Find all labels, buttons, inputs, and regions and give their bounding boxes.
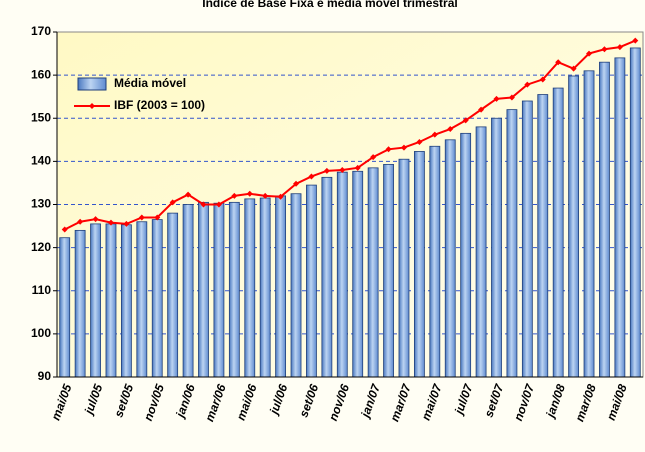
bar [336,171,348,378]
marker [431,131,438,138]
marker [262,192,269,199]
marker [200,201,207,208]
marker [308,173,315,180]
bar [228,201,240,378]
legend-label: Média móvel [114,76,186,90]
marker [185,191,192,198]
marker [231,192,238,199]
marker [493,95,500,102]
marker [154,214,161,221]
marker [169,199,176,206]
y-tick-label: 170 [31,24,51,38]
chart-title: Índice de Base Fixa e média móvel trimes… [202,0,457,10]
bar [413,151,425,378]
bar [290,193,302,378]
marker [77,218,84,225]
bar [599,61,610,378]
bar [74,229,86,378]
marker [61,226,68,233]
bar [475,126,487,378]
marker [138,214,145,221]
y-tick-label: 140 [31,154,51,168]
bar [491,117,502,378]
bar [259,197,271,378]
bar [151,219,163,378]
marker [539,76,546,83]
bar [120,224,132,378]
marker [385,146,392,153]
bar [444,139,456,378]
marker [277,193,284,200]
bar [59,237,71,378]
bar [321,176,333,378]
y-tick-label: 100 [31,326,51,340]
bar [398,158,410,378]
bar [583,70,595,378]
marker [92,216,99,223]
marker [370,154,377,161]
bar [306,184,317,378]
bar [182,204,194,378]
bar [568,75,580,378]
marker [447,126,454,133]
marker [354,164,361,171]
line [64,39,636,231]
bar [552,87,564,378]
bar [167,212,179,378]
bar [429,145,441,378]
bar [136,221,148,378]
marker [293,180,300,187]
marker [601,46,608,53]
marker [246,190,253,197]
marker [400,144,407,151]
bar [506,109,518,378]
marker [524,81,531,88]
bar [614,57,626,378]
bar [460,132,472,378]
y-tick-label: 120 [31,240,51,254]
legend-label: IBF (2003 = 100) [114,98,205,112]
marker [478,106,485,113]
marker [215,201,222,208]
bar [90,223,101,378]
legend-swatch [77,77,107,91]
marker [555,59,562,66]
marker [107,219,114,226]
bar [383,163,394,378]
bar [275,195,287,378]
bar [537,94,549,378]
marker [616,44,623,51]
bar [521,100,533,378]
y-tick-label: 160 [31,67,51,81]
bar [198,201,209,378]
y-tick-label: 130 [31,197,51,211]
bar [352,170,364,378]
marker [323,167,330,174]
marker [339,167,346,173]
bar [213,202,225,378]
y-tick-label: 90 [38,369,52,383]
legend-marker [89,103,95,109]
marker [508,94,515,101]
marker [462,117,469,124]
marker [570,65,577,72]
bar [244,198,256,378]
marker [632,37,639,44]
y-tick-label: 110 [32,283,52,297]
bar [367,167,379,378]
marker [586,50,593,57]
marker [416,138,423,145]
y-tick-label: 150 [31,110,51,124]
marker [123,220,130,227]
bar [629,47,641,378]
bar [105,223,117,378]
